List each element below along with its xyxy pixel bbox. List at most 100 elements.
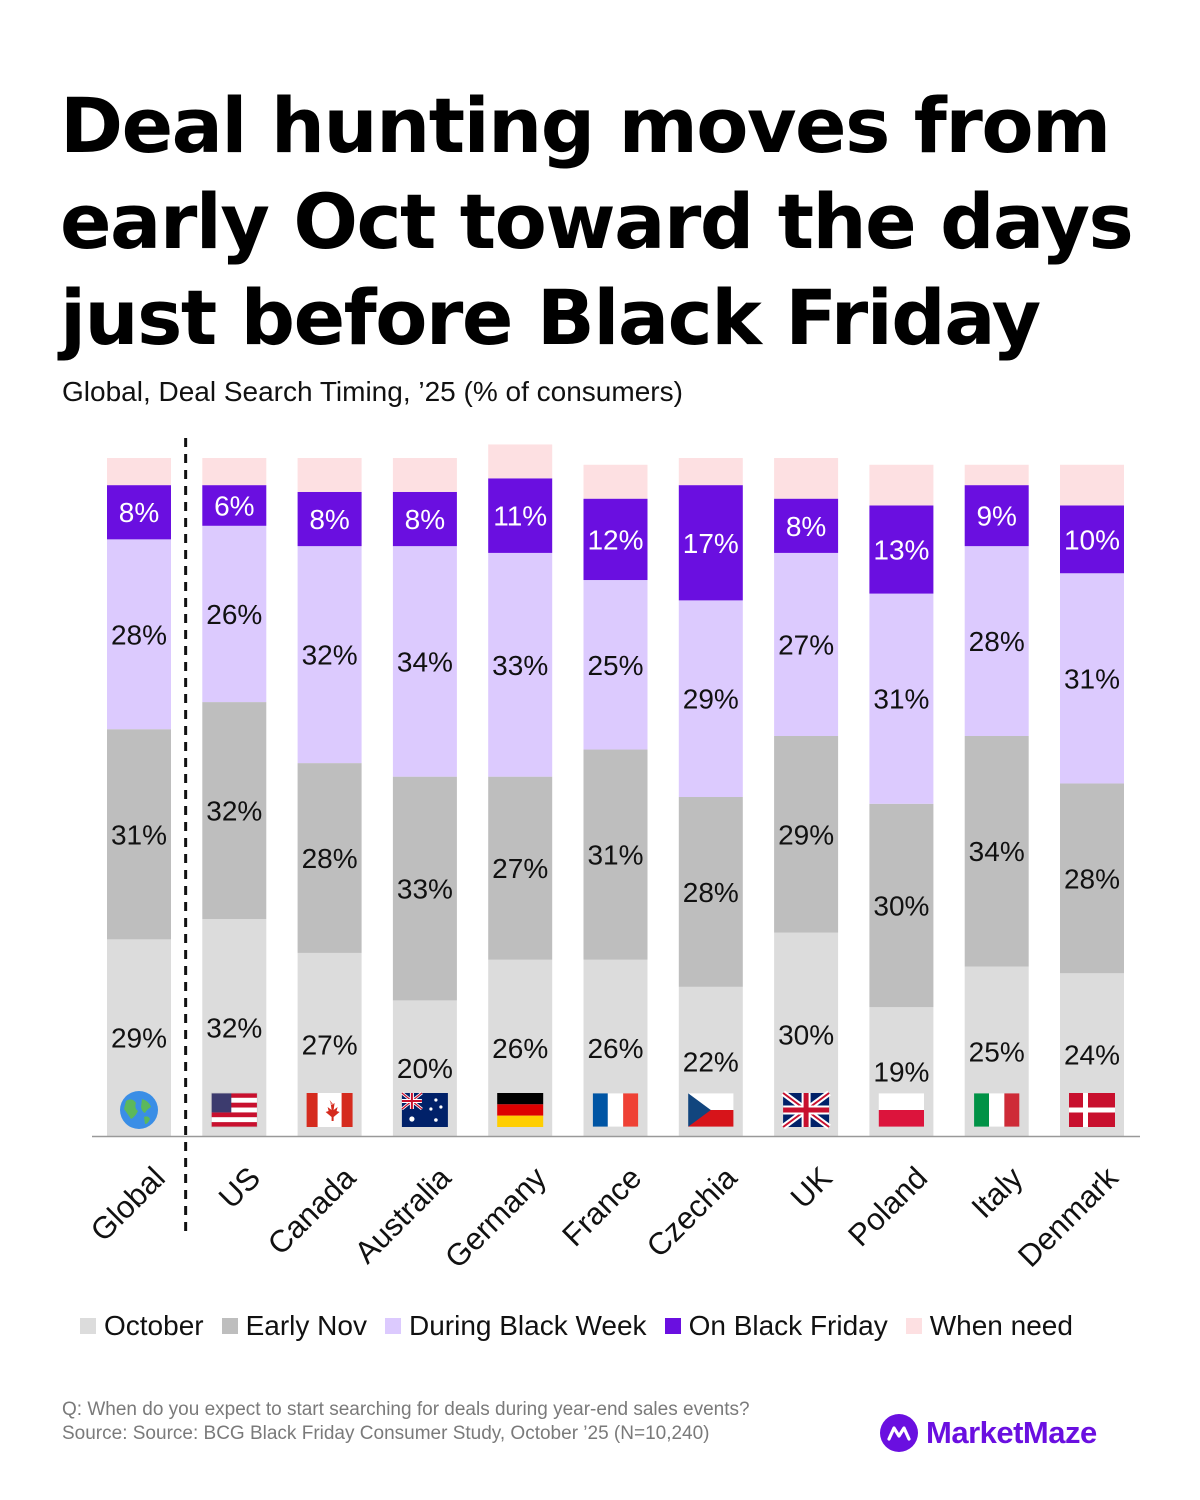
data-label-global-on-black-friday: 8%: [119, 497, 159, 528]
survey-question: Q: When do you expect to start searching…: [62, 1399, 750, 1420]
data-label-france-october: 26%: [587, 1033, 643, 1064]
bar-canada-on-black-friday: [297, 491, 362, 547]
data-label-poland-october: 19%: [873, 1057, 929, 1088]
legend-label-when-need: When need: [929, 1310, 1073, 1341]
data-label-czechia-october: 22%: [683, 1046, 739, 1077]
data-label-global-october: 29%: [111, 1023, 167, 1054]
bar-uk-early-nov: [774, 735, 839, 933]
data-label-canada-october: 27%: [302, 1029, 358, 1060]
bar-australia-when-need: [392, 458, 457, 492]
data-label-australia-on-black-friday: 8%: [405, 504, 445, 535]
globe-icon: [120, 1091, 158, 1129]
data-label-global-during-black-week: 28%: [111, 619, 167, 650]
legend-swatch-october: [80, 1318, 96, 1334]
x-tick-label-poland: Poland: [841, 1160, 934, 1253]
legend-swatch-on-black-friday: [664, 1318, 681, 1334]
legend-label-on-black-friday: On Black Friday: [688, 1310, 888, 1341]
bar-denmark-on-black-friday: [1060, 505, 1124, 574]
data-label-denmark-during-black-week: 31%: [1064, 663, 1120, 694]
legend-swatch-early-nov: [221, 1318, 238, 1334]
bar-poland-during-black-week: [869, 593, 934, 804]
legend-item-when-need: When need: [905, 1310, 1073, 1342]
chart-title: Deal hunting moves from early Oct toward…: [60, 81, 1134, 362]
bar-australia-early-nov: [392, 776, 457, 1001]
brand-logo: MarketMaze: [880, 1414, 1097, 1452]
flag-france-icon: [592, 1092, 639, 1128]
bar-italy-during-black-week: [964, 546, 1029, 736]
data-label-us-early-nov: 32%: [206, 796, 262, 827]
bar-france-early-nov: [583, 749, 648, 960]
x-tick-label-denmark: Denmark: [1011, 1160, 1125, 1274]
data-label-us-during-black-week: 26%: [206, 599, 262, 630]
source-note: Source: Source: BCG Black Friday Consume…: [62, 1423, 710, 1444]
data-label-australia-during-black-week: 34%: [397, 646, 453, 677]
bar-us-on-black-friday: [202, 485, 267, 526]
bar-poland-on-black-friday: [869, 505, 934, 594]
data-label-czechia-early-nov: 28%: [683, 877, 739, 908]
bar-germany-on-black-friday: [488, 478, 553, 553]
bar-global-when-need: [107, 458, 171, 486]
bar-global-on-black-friday: [107, 485, 171, 540]
flag-canada-icon: [306, 1093, 353, 1127]
bar-germany-during-black-week: [488, 552, 553, 777]
bar-australia-on-black-friday: [392, 491, 457, 547]
data-label-italy-october: 25%: [969, 1036, 1025, 1067]
flag-australia-icon: [400, 1091, 448, 1127]
data-label-uk-during-black-week: 27%: [778, 629, 834, 660]
bar-france-on-black-friday: [583, 498, 648, 581]
data-label-germany-october: 26%: [492, 1033, 548, 1064]
data-label-australia-early-nov: 33%: [397, 874, 453, 905]
x-tick-label-italy: Italy: [965, 1160, 1030, 1225]
data-label-australia-october: 20%: [397, 1053, 453, 1084]
data-label-france-on-black-friday: 12%: [587, 524, 643, 555]
x-tick-label-global: Global: [84, 1160, 172, 1248]
flag-germany-icon: [497, 1093, 544, 1127]
flag-uk-icon: [781, 1090, 831, 1130]
data-label-france-early-nov: 31%: [587, 840, 643, 871]
data-label-poland-early-nov: 30%: [873, 890, 929, 921]
data-label-canada-on-black-friday: 8%: [309, 504, 349, 535]
bar-germany-early-nov: [488, 776, 553, 960]
bar-italy-when-need: [964, 464, 1029, 486]
legend-item-early-nov: Early Nov: [221, 1310, 367, 1342]
legend-swatch-during-black-week: [384, 1318, 401, 1334]
bar-czechia-when-need: [678, 458, 743, 486]
chart-legend: October Early Nov During Black Week On B…: [80, 1310, 1073, 1342]
data-label-germany-on-black-friday: 11%: [493, 501, 547, 532]
x-tick-label-germany: Germany: [438, 1160, 553, 1275]
bar-global-during-black-week: [107, 539, 171, 730]
x-tick-label-us: US: [212, 1160, 267, 1215]
data-label-czechia-during-black-week: 29%: [683, 684, 739, 715]
data-label-denmark-early-nov: 28%: [1064, 863, 1120, 894]
flag-poland-icon: [878, 1092, 925, 1128]
bar-poland-when-need: [869, 464, 934, 506]
bar-czechia-early-nov: [678, 797, 743, 987]
flag-denmark-icon: [1069, 1093, 1115, 1127]
legend-label-october: October: [104, 1310, 204, 1341]
bar-uk-on-black-friday: [774, 498, 839, 553]
stacked-bar-chart: 29% 31% 28% 8% Global 32% 32% 26% 6% US 27% 28% 32% 8…: [84, 438, 1140, 1275]
brand-name: MarketMaze: [926, 1415, 1097, 1450]
bar-poland-early-nov: [869, 803, 934, 1008]
bar-czechia-on-black-friday: [678, 485, 743, 601]
data-label-denmark-october: 24%: [1064, 1040, 1120, 1071]
data-label-denmark-on-black-friday: 10%: [1064, 524, 1120, 555]
legend-item-during-black-week: During Black Week: [384, 1310, 647, 1342]
bar-us-early-nov: [202, 702, 267, 920]
data-label-uk-on-black-friday: 8%: [786, 511, 826, 542]
footnote: Q: When do you expect to start searching…: [62, 1398, 750, 1446]
legend-item-october: October: [80, 1310, 204, 1342]
data-label-us-on-black-friday: 6%: [214, 490, 254, 521]
bar-us-during-black-week: [202, 525, 267, 703]
data-label-czechia-on-black-friday: 17%: [683, 528, 739, 559]
x-tick-label-france: France: [555, 1160, 648, 1253]
data-label-italy-on-black-friday: 9%: [976, 501, 1016, 532]
bar-italy-early-nov: [964, 735, 1029, 967]
chart-subtitle: Global, Deal Search Timing, ’25 (% of co…: [62, 376, 683, 407]
bar-czechia-during-black-week: [678, 600, 743, 797]
data-label-italy-early-nov: 34%: [969, 836, 1025, 867]
data-label-france-during-black-week: 25%: [587, 650, 643, 681]
data-label-canada-during-black-week: 32%: [302, 640, 358, 671]
bar-us-when-need: [202, 458, 267, 486]
data-label-us-october: 32%: [206, 1013, 262, 1044]
